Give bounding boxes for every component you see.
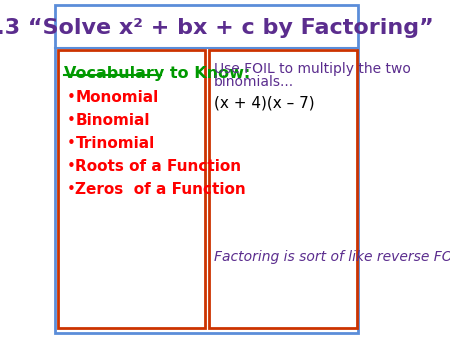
Text: •: •	[67, 136, 76, 151]
Text: Monomial: Monomial	[76, 90, 159, 105]
Text: Roots of a Function: Roots of a Function	[76, 159, 242, 174]
Text: Binomial: Binomial	[76, 113, 150, 128]
Text: (x + 4)(x – 7): (x + 4)(x – 7)	[214, 96, 315, 111]
Text: •: •	[67, 159, 76, 174]
Text: •: •	[67, 182, 76, 197]
FancyBboxPatch shape	[58, 50, 206, 328]
Text: Trinomial: Trinomial	[76, 136, 155, 151]
Text: •: •	[67, 90, 76, 105]
Text: binomials...: binomials...	[214, 75, 294, 89]
Text: Vocabulary to Know:: Vocabulary to Know:	[64, 66, 251, 81]
Text: Use FOIL to multiply the two: Use FOIL to multiply the two	[214, 62, 411, 76]
Text: 4.3 “Solve x² + bx + c by Factoring”: 4.3 “Solve x² + bx + c by Factoring”	[0, 18, 433, 38]
Text: Factoring is sort of like reverse FOIL.: Factoring is sort of like reverse FOIL.	[214, 250, 450, 264]
FancyBboxPatch shape	[209, 50, 357, 328]
Text: Zeros  of a Function: Zeros of a Function	[76, 182, 246, 197]
FancyBboxPatch shape	[55, 5, 358, 333]
Text: •: •	[67, 113, 76, 128]
